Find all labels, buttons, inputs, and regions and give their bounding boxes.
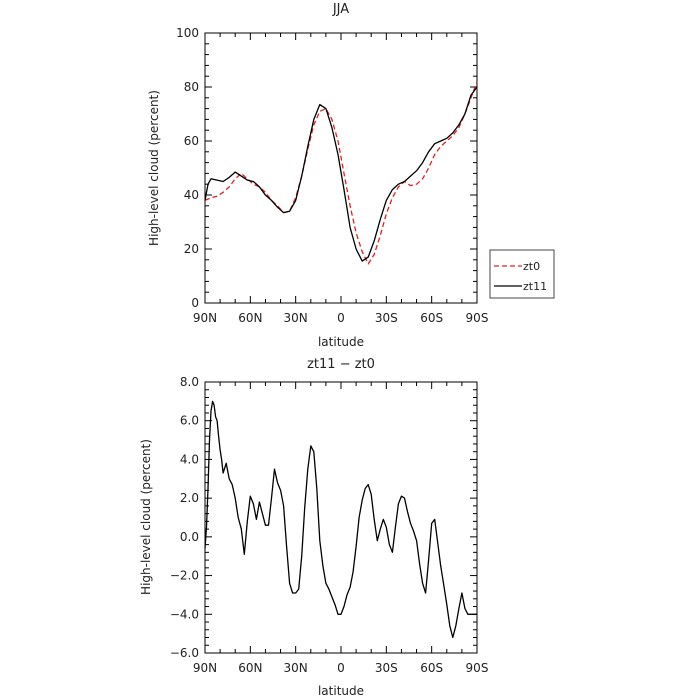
top-plot-frame [204,32,478,304]
top-x-tick-label: 30S [375,311,398,325]
top-y-tick-label: 0 [191,296,199,310]
bottom-panel-xlabel: latitude [318,684,364,698]
top-y-tick-label: 100 [176,26,199,40]
legend-box [489,249,555,299]
top-panel-ylabel: High-level cloud (percent) [147,90,161,246]
legend: zt0 zt11 [489,249,555,299]
bottom-x-tick-label: 0 [337,661,345,675]
top-y-tick-label: 80 [184,80,199,94]
bottom-x-tick-label: 30N [284,661,308,675]
top-x-tick-label: 90N [193,311,217,325]
top-panel-xlabel: latitude [318,335,364,349]
top-x-tick-label: 60N [238,311,262,325]
bottom-panel-title: zt11 − zt0 [307,357,375,372]
bottom-x-tick-label: 60S [420,661,443,675]
bottom-panel-ylabel: High-level cloud (percent) [139,439,153,595]
top-y-tick-label: 20 [184,242,199,256]
bottom-panel-difference: zt11 − zt0 latitude High-level cloud (pe… [139,357,488,698]
bottom-y-tick-label: 8.0 [180,375,199,389]
top-x-tick-label: 60S [420,311,443,325]
bottom-y-tick-label: 4.0 [180,452,199,466]
legend-entry-zt11: zt11 [523,280,547,293]
bottom-x-tick-label: 30S [375,661,398,675]
bottom-y-tick-label: 6.0 [180,414,199,428]
bottom-y-tick-label: −6.0 [170,646,199,660]
top-x-tick-label: 90S [466,311,489,325]
legend-entry-zt0: zt0 [523,260,540,273]
bottom-plot-frame [204,381,478,654]
top-panel-title: JJA [332,2,349,17]
bottom-x-tick-label: 90S [466,661,489,675]
bottom-x-tick-label: 90N [193,661,217,675]
bottom-y-tick-label: 0.0 [180,530,199,544]
series-line-zt0 [204,81,478,265]
bottom-y-tick-label: −2.0 [170,569,199,583]
top-y-tick-label: 60 [184,134,199,148]
series-line-zt11 [204,86,478,262]
bottom-y-tick-label: 2.0 [180,491,199,505]
bottom-y-tick-label: −4.0 [170,607,199,621]
top-x-tick-label: 30N [284,311,308,325]
top-y-tick-label: 40 [184,188,199,202]
top-x-tick-label: 0 [337,311,345,325]
top-panel-jja: JJA latitude High-level cloud (percent) … [147,2,488,349]
bottom-x-tick-label: 60N [238,661,262,675]
bottom-series-line [204,400,477,639]
